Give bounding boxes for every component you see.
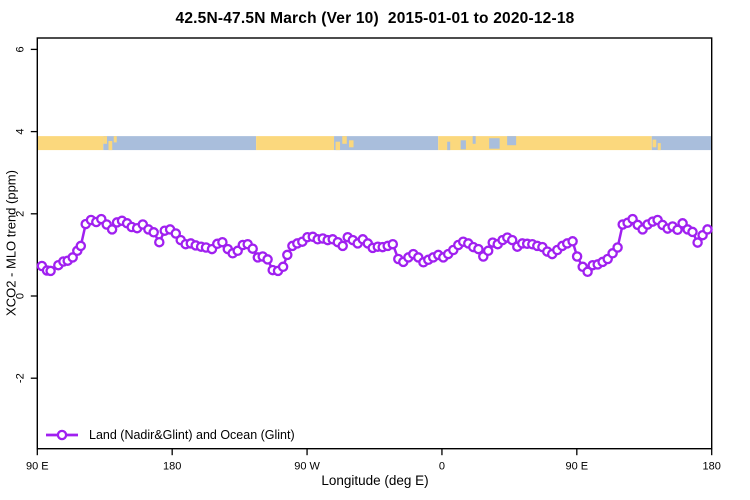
legend-line-marker-icon (46, 429, 78, 441)
series-marker (217, 236, 228, 248)
map-band-coast-patch (447, 141, 451, 151)
map-band-coast-patch (472, 136, 476, 144)
map-band-coast-patch (342, 136, 347, 144)
series-marker (247, 243, 258, 254)
series-marker (337, 240, 348, 252)
series-marker (506, 234, 518, 246)
map-band-coast-patch (335, 141, 341, 151)
map-band-coast-patch (349, 140, 354, 148)
series-marker (482, 245, 494, 257)
map-band-ocean (651, 136, 712, 151)
series-marker (702, 224, 713, 235)
series-marker (154, 236, 165, 248)
y-axis-label: XCO2 - MLO trend (ppm) (3, 170, 19, 316)
series-marker (282, 249, 293, 261)
y-tick-label: 4 (14, 129, 26, 135)
map-band-ocean (334, 136, 439, 151)
series-marker (571, 251, 583, 262)
map-band-coast-patch (108, 141, 113, 151)
series-marker (672, 224, 683, 236)
map-band-coast-patch (507, 136, 517, 146)
series-marker (567, 236, 578, 247)
y-tick-label: 2 (14, 211, 26, 217)
map-band-land (438, 136, 652, 151)
series-marker (106, 224, 118, 235)
map-band-ocean (103, 136, 257, 151)
map-band-coast-patch (652, 139, 657, 148)
series-marker (582, 266, 593, 278)
y-tick-label: -2 (14, 373, 26, 383)
series-marker (262, 254, 273, 265)
series-marker (45, 265, 56, 277)
legend: Land (Nadir&Glint) and Ocean (Glint) (44, 428, 295, 442)
series-marker (387, 238, 399, 250)
series-marker (277, 261, 289, 273)
map-band-land (37, 136, 104, 151)
x-tick-label: 180 (703, 461, 721, 473)
x-tick-label: 0 (439, 461, 445, 473)
series-marker (75, 240, 87, 252)
series-marker (692, 237, 703, 248)
x-tick-label: 90 W (294, 461, 320, 473)
series-marker (148, 227, 159, 238)
series-marker (473, 243, 484, 255)
map-band-coast-patch (103, 136, 107, 144)
y-tick-label: 6 (14, 46, 26, 52)
x-tick-label: 180 (163, 461, 181, 473)
map-band-coast-patch (113, 136, 117, 143)
map-band-coast-patch (460, 140, 466, 150)
y-tick-label: 0 (14, 293, 26, 299)
map-band-coast-patch (489, 138, 500, 149)
x-axis-label: Longitude (deg E) (321, 473, 429, 488)
x-tick-label: 90 E (565, 461, 588, 473)
plot-frame (36, 37, 713, 450)
chart-title: 42.5N-47.5N March (Ver 10) 2015-01-01 to… (175, 10, 575, 27)
map-band-coast-patch (657, 143, 661, 151)
series-marker (687, 226, 698, 238)
series-marker (612, 242, 623, 253)
legend-label: Land (Nadir&Glint) and Ocean (Glint) (89, 428, 295, 442)
map-band-land (256, 136, 335, 151)
series-marker (170, 228, 182, 239)
x-tick-label: 90 E (26, 461, 49, 473)
